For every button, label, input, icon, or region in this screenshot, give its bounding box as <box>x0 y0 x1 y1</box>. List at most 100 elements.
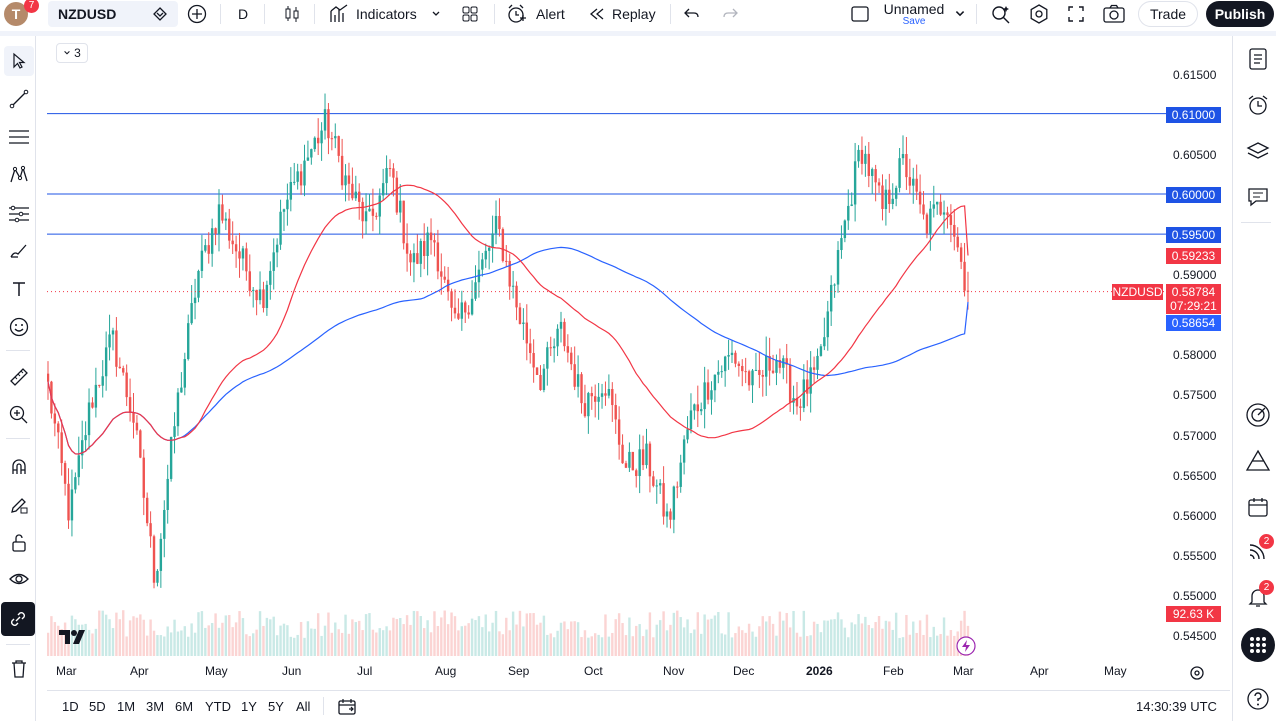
volume-bar <box>850 622 853 656</box>
price-tick: 0.60500 <box>1173 148 1217 162</box>
legend-collapse-button[interactable]: 3 <box>56 43 88 63</box>
magnet-tool[interactable] <box>4 452 34 482</box>
candle-body <box>556 328 559 347</box>
ma-fast-line <box>47 184 969 455</box>
snapshot-button[interactable] <box>1102 0 1126 28</box>
candle-body <box>812 367 816 370</box>
pattern-tool[interactable] <box>4 160 34 190</box>
volume-bar <box>104 614 108 656</box>
horizontal-lines-tool[interactable] <box>4 122 34 152</box>
redo-button[interactable] <box>720 0 740 28</box>
layout-menu[interactable] <box>850 0 870 28</box>
object-tree-button[interactable] <box>1243 136 1273 166</box>
volume-bar <box>234 622 238 656</box>
zoom-tool[interactable] <box>4 400 34 430</box>
link-tool[interactable] <box>1 602 35 636</box>
brush-tool[interactable] <box>4 236 34 266</box>
interval-button[interactable]: D <box>238 0 248 28</box>
candle-body <box>207 245 210 254</box>
price-chart[interactable] <box>47 37 1230 657</box>
chart-type-button[interactable] <box>282 0 302 28</box>
candle-body <box>104 347 108 377</box>
candle-body <box>47 373 50 382</box>
ideas-button[interactable] <box>1243 446 1273 476</box>
volume-bar <box>176 631 180 656</box>
volume-bar <box>741 630 744 656</box>
candle-body <box>159 538 163 571</box>
range-5d[interactable]: 5D <box>89 699 106 714</box>
chats-button[interactable] <box>1243 182 1273 212</box>
candle-body <box>67 483 70 521</box>
hide-drawings-tool[interactable] <box>4 564 34 594</box>
range-3m[interactable]: 3M <box>146 699 165 714</box>
range-1d[interactable]: 1D <box>62 699 79 714</box>
calendar-button[interactable] <box>1243 492 1273 522</box>
candle-body <box>347 175 351 184</box>
indicators-button[interactable]: Indicators <box>328 0 441 28</box>
time-tick: Oct <box>584 664 603 678</box>
volume-bar <box>624 635 628 656</box>
alerts-button[interactable] <box>1243 90 1273 120</box>
candle-body <box>963 261 966 291</box>
volume-bar <box>833 619 836 656</box>
fullscreen-button[interactable] <box>1066 0 1086 28</box>
volume-bar <box>505 617 508 656</box>
candle-body <box>723 356 727 372</box>
layout-dropdown[interactable] <box>954 0 966 28</box>
measure-tool[interactable] <box>4 362 34 392</box>
replay-button[interactable]: Replay <box>588 0 656 28</box>
clock[interactable]: 14:30:39 UTC <box>1136 699 1217 714</box>
candle-body <box>864 153 867 164</box>
pyramid-icon <box>1245 449 1271 471</box>
volume-bar <box>381 630 385 656</box>
publish-button[interactable]: Publish <box>1206 1 1274 27</box>
candle-body <box>549 347 552 349</box>
candle-body <box>122 368 125 373</box>
lightning-icon[interactable] <box>955 635 977 657</box>
range-1m[interactable]: 1M <box>117 699 136 714</box>
layouts-button[interactable] <box>460 0 480 28</box>
range-all[interactable]: All <box>296 699 311 714</box>
range-5y[interactable]: 5Y <box>268 699 284 714</box>
emoji-tool[interactable] <box>4 312 34 342</box>
stay-in-drawing-tool[interactable] <box>4 490 34 520</box>
range-1y[interactable]: 1Y <box>241 699 257 714</box>
undo-button[interactable] <box>682 0 702 28</box>
symbol-search[interactable]: NZDUSD <box>48 1 178 27</box>
lock-drawings-tool[interactable] <box>4 528 34 558</box>
text-tool[interactable] <box>4 274 34 304</box>
news-button[interactable] <box>1243 536 1273 566</box>
watchlist-button[interactable] <box>1243 44 1273 74</box>
chevron-down-icon[interactable] <box>431 9 441 19</box>
prediction-tool[interactable] <box>4 198 34 228</box>
alert-button[interactable]: Alert <box>506 0 565 28</box>
volume-bar <box>470 618 474 656</box>
volume-bar <box>392 617 395 656</box>
quick-search-button[interactable] <box>990 0 1012 28</box>
candle-body <box>758 369 761 375</box>
compare-button[interactable] <box>186 0 208 28</box>
trade-button[interactable]: Trade <box>1138 1 1198 27</box>
axis-settings-icon[interactable] <box>1188 664 1206 682</box>
products-button[interactable] <box>1241 628 1275 662</box>
date-range-calendar-icon[interactable] <box>337 697 357 717</box>
bar-countdown: 07:29:21 <box>1170 299 1217 313</box>
range-ytd[interactable]: YTD <box>205 699 231 714</box>
trend-line-tool[interactable] <box>4 84 34 114</box>
technicals-button[interactable] <box>1243 400 1273 430</box>
candle-body <box>823 337 826 347</box>
help-button[interactable] <box>1243 684 1273 714</box>
candle-body <box>484 250 487 260</box>
candle-body <box>566 346 570 353</box>
remove-drawings-tool[interactable] <box>4 654 34 684</box>
horizontal-levels[interactable] <box>47 113 1166 235</box>
range-6m[interactable]: 6M <box>175 699 194 714</box>
layout-name-button[interactable]: Unnamed Save <box>882 0 946 28</box>
candle-body <box>115 330 118 367</box>
cursor-tool[interactable] <box>4 46 34 76</box>
settings-button[interactable] <box>1028 0 1050 28</box>
tradingview-logo[interactable] <box>58 628 90 646</box>
volume-bar <box>316 613 320 656</box>
candle-body <box>754 369 758 371</box>
candle-body <box>929 208 932 234</box>
